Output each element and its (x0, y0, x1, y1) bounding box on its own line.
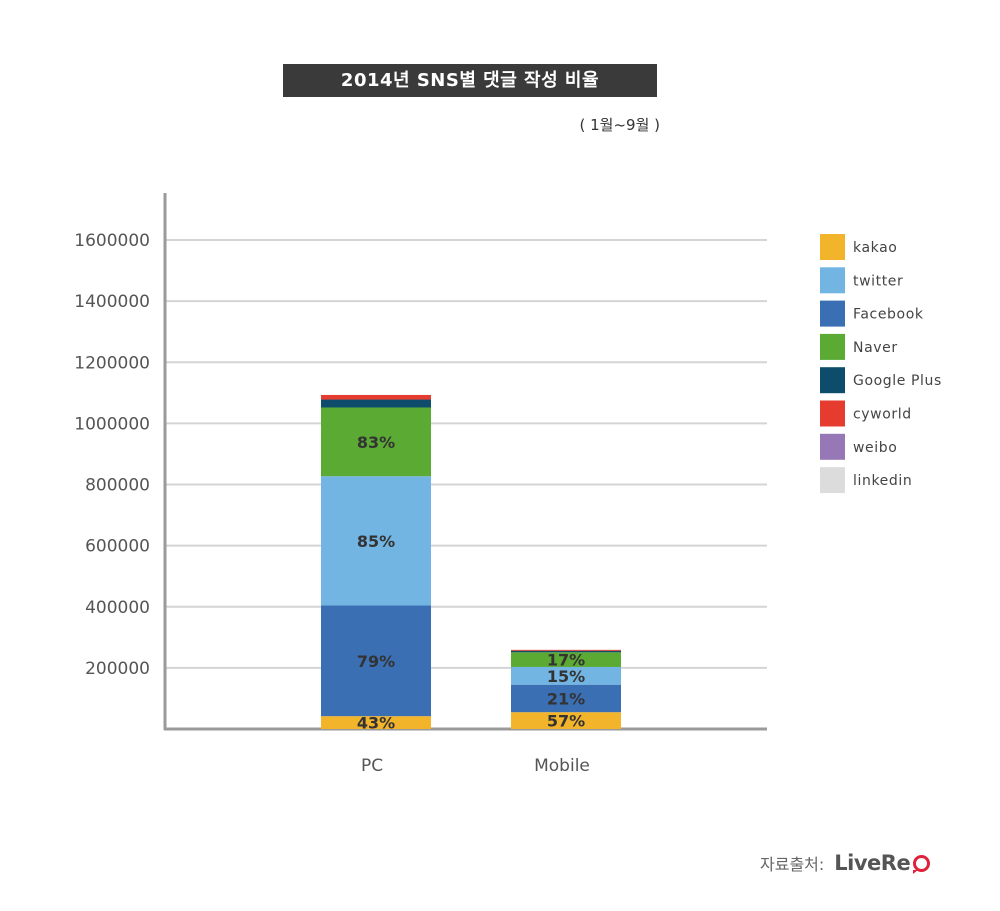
bar-segment (321, 394, 431, 400)
bar-segment (511, 652, 621, 667)
legend-swatch (820, 300, 845, 327)
bar-segment (321, 605, 431, 717)
data-label: 79% (357, 652, 395, 671)
legend-swatch (820, 333, 845, 360)
legend-label: kakao (853, 240, 897, 256)
data-label: 15% (547, 667, 585, 686)
y-tick-label: 1400000 (74, 292, 150, 312)
legend-swatch (820, 433, 845, 460)
legend-label: Google Plus (853, 373, 942, 389)
x-category-label: Mobile (534, 756, 590, 776)
legend-label: twitter (853, 273, 903, 289)
legend-label: Facebook (853, 307, 924, 323)
y-tick-label: 1000000 (74, 414, 150, 434)
legend-label: cyworld (853, 407, 912, 423)
data-label: 57% (547, 712, 585, 731)
data-label: 85% (357, 532, 395, 551)
data-label: 21% (547, 689, 585, 708)
y-tick-label: 600000 (85, 537, 150, 557)
bar-segment (321, 407, 431, 477)
legend-label: Naver (853, 340, 898, 356)
livere-logo: LiveRe (834, 851, 931, 875)
x-category-label: PC (361, 756, 383, 776)
bar-segment (511, 712, 621, 729)
legend-label: linkedin (853, 473, 912, 489)
logo-text: LiveRe (834, 851, 911, 875)
chart-title: 2014년 SNS별 댓글 작성 비율 (283, 64, 657, 97)
bar-segment (511, 666, 621, 685)
source-label: 자료출처: (760, 855, 825, 874)
bar-segment (511, 649, 621, 651)
bar-segment (321, 399, 431, 408)
bar-segment (511, 684, 621, 713)
legend-swatch (820, 234, 845, 260)
y-tick-label: 400000 (85, 598, 150, 618)
bar-segment (321, 716, 431, 729)
bar-segment (321, 476, 431, 606)
legend-swatch (820, 467, 845, 494)
source-credit: 자료출처: LiveRe (760, 848, 931, 878)
data-label: 17% (547, 651, 585, 670)
data-label: 83% (357, 433, 395, 452)
y-tick-label: 1200000 (74, 353, 150, 373)
legend-label: weibo (853, 440, 897, 456)
bar-segment (511, 650, 621, 653)
data-label: 43% (357, 714, 395, 733)
legend-swatch (820, 400, 845, 427)
speech-bubble-icon (913, 854, 931, 874)
y-tick-label: 200000 (85, 659, 150, 679)
y-tick-label: 1600000 (74, 231, 150, 251)
y-tick-label: 800000 (85, 476, 150, 496)
legend-swatch (820, 267, 845, 294)
chart-subtitle: ( 1월~9월 ) (579, 116, 661, 134)
legend-swatch (820, 367, 845, 394)
